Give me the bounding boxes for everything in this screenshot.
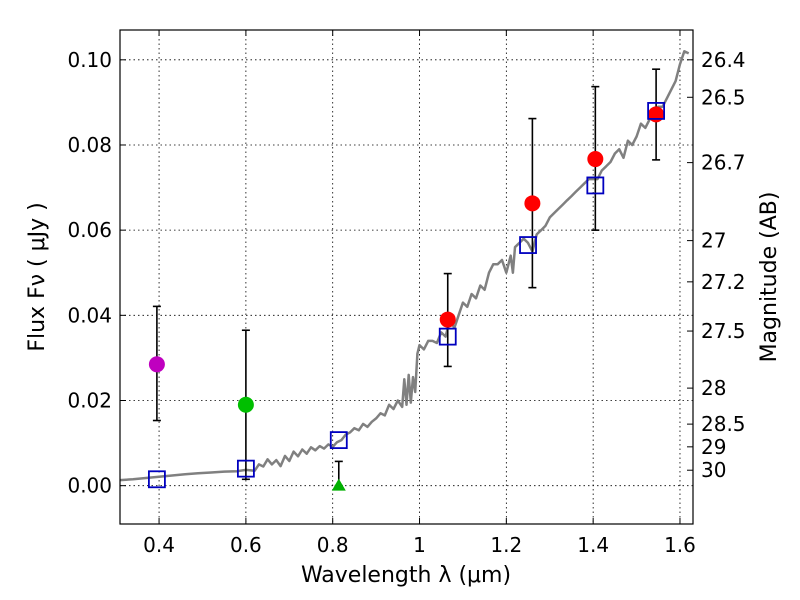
- y-tick-label: 0.00: [67, 474, 112, 498]
- observed-point-circle: [439, 311, 456, 328]
- magnitude-tick-label: 27.2: [701, 270, 746, 294]
- x-tick-label: 0.8: [317, 533, 349, 557]
- y-tick-label: 0.08: [67, 133, 112, 157]
- y-tick-label: 0.06: [67, 218, 112, 242]
- x-axis-label: Wavelength λ (μm): [301, 563, 511, 588]
- model-point-square: [438, 327, 457, 346]
- magnitude-tick-label: 28.5: [701, 412, 746, 436]
- observed-point-circle: [648, 106, 665, 123]
- observed-points: [148, 106, 665, 491]
- y-axis-ticks: 0.00 0.02 0.04 0.06 0.08 0.10: [67, 48, 126, 498]
- magnitude-tick-label: 29: [701, 435, 726, 459]
- x-tick-label: 1: [413, 533, 426, 557]
- model-point-square: [147, 470, 166, 489]
- model-point-square: [329, 431, 348, 450]
- model-spectrum: [120, 50, 690, 482]
- x-tick-label: 1.4: [577, 533, 609, 557]
- magnitude-tick-label: 26.5: [701, 85, 746, 109]
- y-tick-label: 0.04: [67, 303, 112, 327]
- model-point-square: [236, 459, 255, 478]
- x-tick-label: 0.6: [230, 533, 262, 557]
- observed-point-circle: [524, 195, 541, 212]
- observed-point-triangle: [331, 478, 346, 491]
- model-point-square: [519, 236, 537, 254]
- observed-point-circle: [587, 151, 604, 168]
- magnitude-tick-label: 26.4: [701, 48, 746, 72]
- x-tick-label: 1.6: [664, 533, 696, 557]
- x-axis-ticks: 0.4 0.6 0.8 1 1.2 1.4 1.6: [143, 30, 696, 557]
- model-point-square: [647, 102, 666, 120]
- x-tick-label: 1.2: [490, 533, 522, 557]
- model-points: [147, 102, 666, 489]
- y-tick-label: 0.10: [67, 48, 112, 72]
- magnitude-axis-label: Magnitude (AB): [757, 192, 782, 363]
- grid-lines: [120, 30, 693, 524]
- model-point-square: [586, 176, 605, 195]
- magnitude-tick-label: 27.5: [701, 319, 746, 343]
- y-axis-label: Flux Fν ( μJy ): [25, 202, 50, 351]
- magnitude-tick-label: 27: [701, 229, 726, 253]
- magnitude-tick-label: 30: [701, 458, 726, 482]
- spectrum-line: [120, 50, 690, 482]
- x-tick-label: 0.4: [143, 533, 175, 557]
- magnitude-tick-label: 26.7: [701, 151, 746, 175]
- plot-frame: [119, 29, 694, 525]
- magnitude-tick-label: 28: [701, 376, 726, 400]
- observed-point-circle: [148, 356, 165, 373]
- y-tick-label: 0.02: [67, 389, 112, 413]
- observed-point-circle: [237, 396, 254, 413]
